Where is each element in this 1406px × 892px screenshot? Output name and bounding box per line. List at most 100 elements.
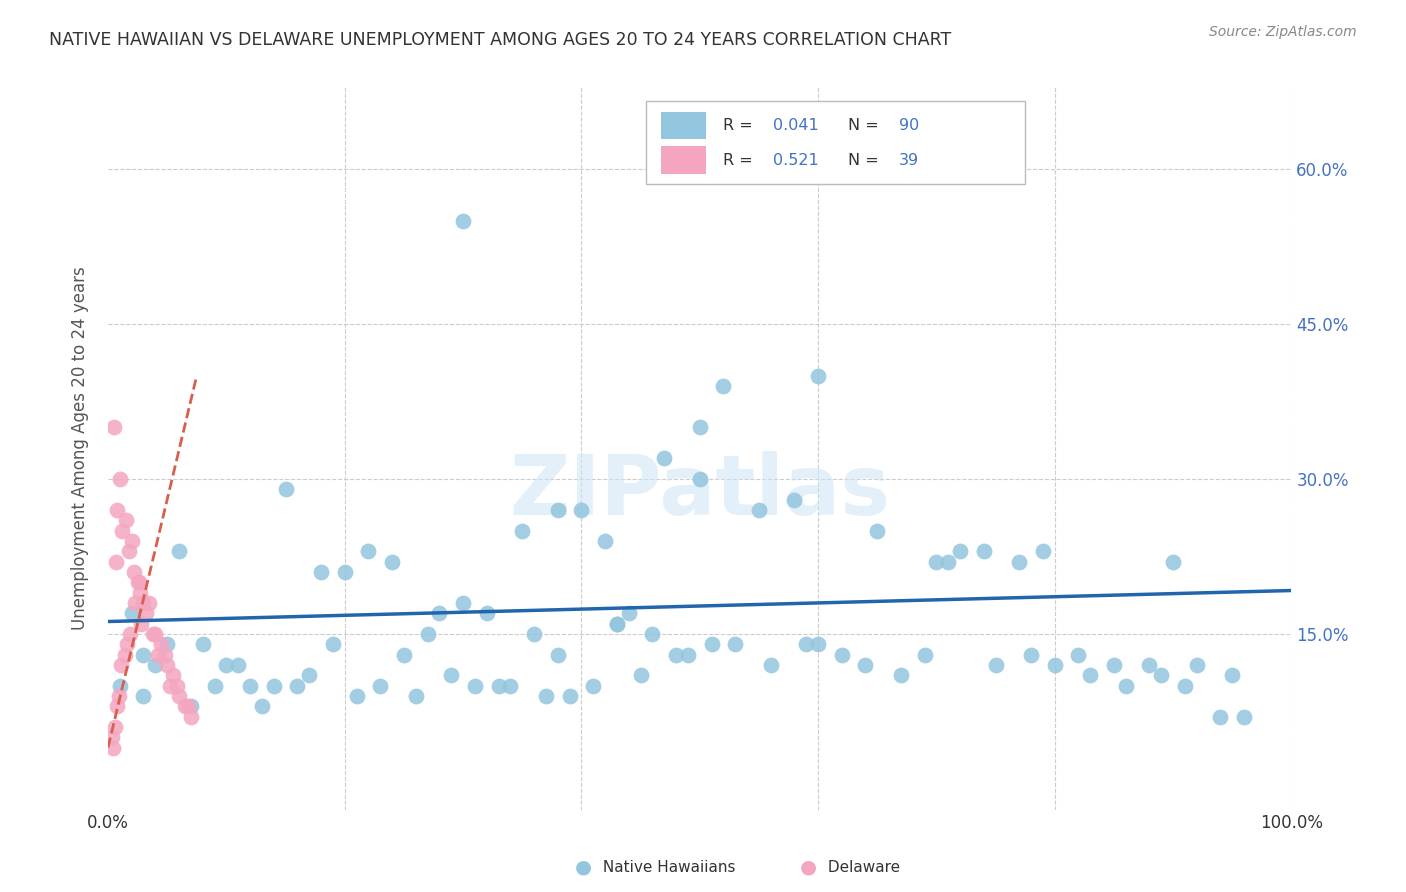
Point — [111, 524, 134, 538]
Point — [143, 657, 166, 672]
Point — [146, 648, 169, 662]
Point — [180, 699, 202, 714]
Point — [143, 627, 166, 641]
Point — [215, 657, 238, 672]
Point — [167, 689, 190, 703]
Point — [381, 555, 404, 569]
Point — [547, 503, 569, 517]
Point — [132, 648, 155, 662]
Point — [569, 503, 592, 517]
Point — [180, 709, 202, 723]
Point — [156, 637, 179, 651]
Text: 0.521: 0.521 — [773, 153, 818, 168]
Point — [107, 699, 129, 714]
Text: N =: N = — [848, 153, 883, 168]
Point — [122, 565, 145, 579]
FancyBboxPatch shape — [647, 101, 1025, 184]
Point — [794, 637, 817, 651]
Text: ●: ● — [575, 857, 592, 877]
Point — [100, 730, 122, 744]
Point — [855, 657, 877, 672]
Point — [700, 637, 723, 651]
Point — [713, 379, 735, 393]
Point — [103, 420, 125, 434]
Point — [285, 679, 308, 693]
Point — [641, 627, 664, 641]
Point — [1150, 668, 1173, 682]
Point — [177, 699, 200, 714]
Point — [239, 679, 262, 693]
Point — [925, 555, 948, 569]
Point — [101, 740, 124, 755]
Point — [346, 689, 368, 703]
Point — [115, 637, 138, 651]
Point — [333, 565, 356, 579]
Point — [475, 606, 498, 620]
FancyBboxPatch shape — [661, 146, 706, 174]
Point — [759, 657, 782, 672]
Text: N =: N = — [848, 118, 883, 133]
Point — [1233, 709, 1256, 723]
Point — [156, 657, 179, 672]
Point — [866, 524, 889, 538]
Point — [226, 657, 249, 672]
Text: 0.041: 0.041 — [773, 118, 818, 133]
Point — [984, 657, 1007, 672]
Point — [724, 637, 747, 651]
Point — [1078, 668, 1101, 682]
Point — [499, 679, 522, 693]
Point — [1043, 657, 1066, 672]
Text: ZIPatlas: ZIPatlas — [509, 450, 890, 532]
Point — [129, 585, 152, 599]
Point — [464, 679, 486, 693]
Point — [534, 689, 557, 703]
Point — [689, 420, 711, 434]
Point — [114, 513, 136, 527]
Point — [162, 668, 184, 682]
Point — [167, 544, 190, 558]
Text: R =: R = — [724, 118, 758, 133]
Point — [124, 596, 146, 610]
Point — [689, 472, 711, 486]
Point — [132, 596, 155, 610]
Text: ●: ● — [800, 857, 817, 877]
Point — [174, 699, 197, 714]
Point — [120, 627, 142, 641]
Point — [1161, 555, 1184, 569]
Point — [665, 648, 688, 662]
Point — [936, 555, 959, 569]
Point — [405, 689, 427, 703]
Point — [150, 637, 173, 651]
Point — [204, 679, 226, 693]
Point — [357, 544, 380, 558]
Point — [949, 544, 972, 558]
Point — [153, 648, 176, 662]
Point — [547, 648, 569, 662]
Point — [107, 503, 129, 517]
Point — [807, 637, 830, 651]
Point — [250, 699, 273, 714]
Point — [1115, 679, 1137, 693]
Point — [166, 679, 188, 693]
Point — [392, 648, 415, 662]
Point — [127, 575, 149, 590]
Point — [676, 648, 699, 662]
Point — [973, 544, 995, 558]
Point — [142, 627, 165, 641]
Point — [121, 606, 143, 620]
Point — [114, 648, 136, 662]
Point — [128, 575, 150, 590]
Point — [617, 606, 640, 620]
Text: 39: 39 — [898, 153, 918, 168]
Point — [1008, 555, 1031, 569]
Text: 90: 90 — [898, 118, 918, 133]
Point — [606, 616, 628, 631]
Point — [914, 648, 936, 662]
Point — [191, 637, 214, 651]
Point — [159, 679, 181, 693]
Point — [135, 606, 157, 620]
Point — [510, 524, 533, 538]
Text: R =: R = — [724, 153, 758, 168]
Point — [748, 503, 770, 517]
Point — [110, 657, 132, 672]
